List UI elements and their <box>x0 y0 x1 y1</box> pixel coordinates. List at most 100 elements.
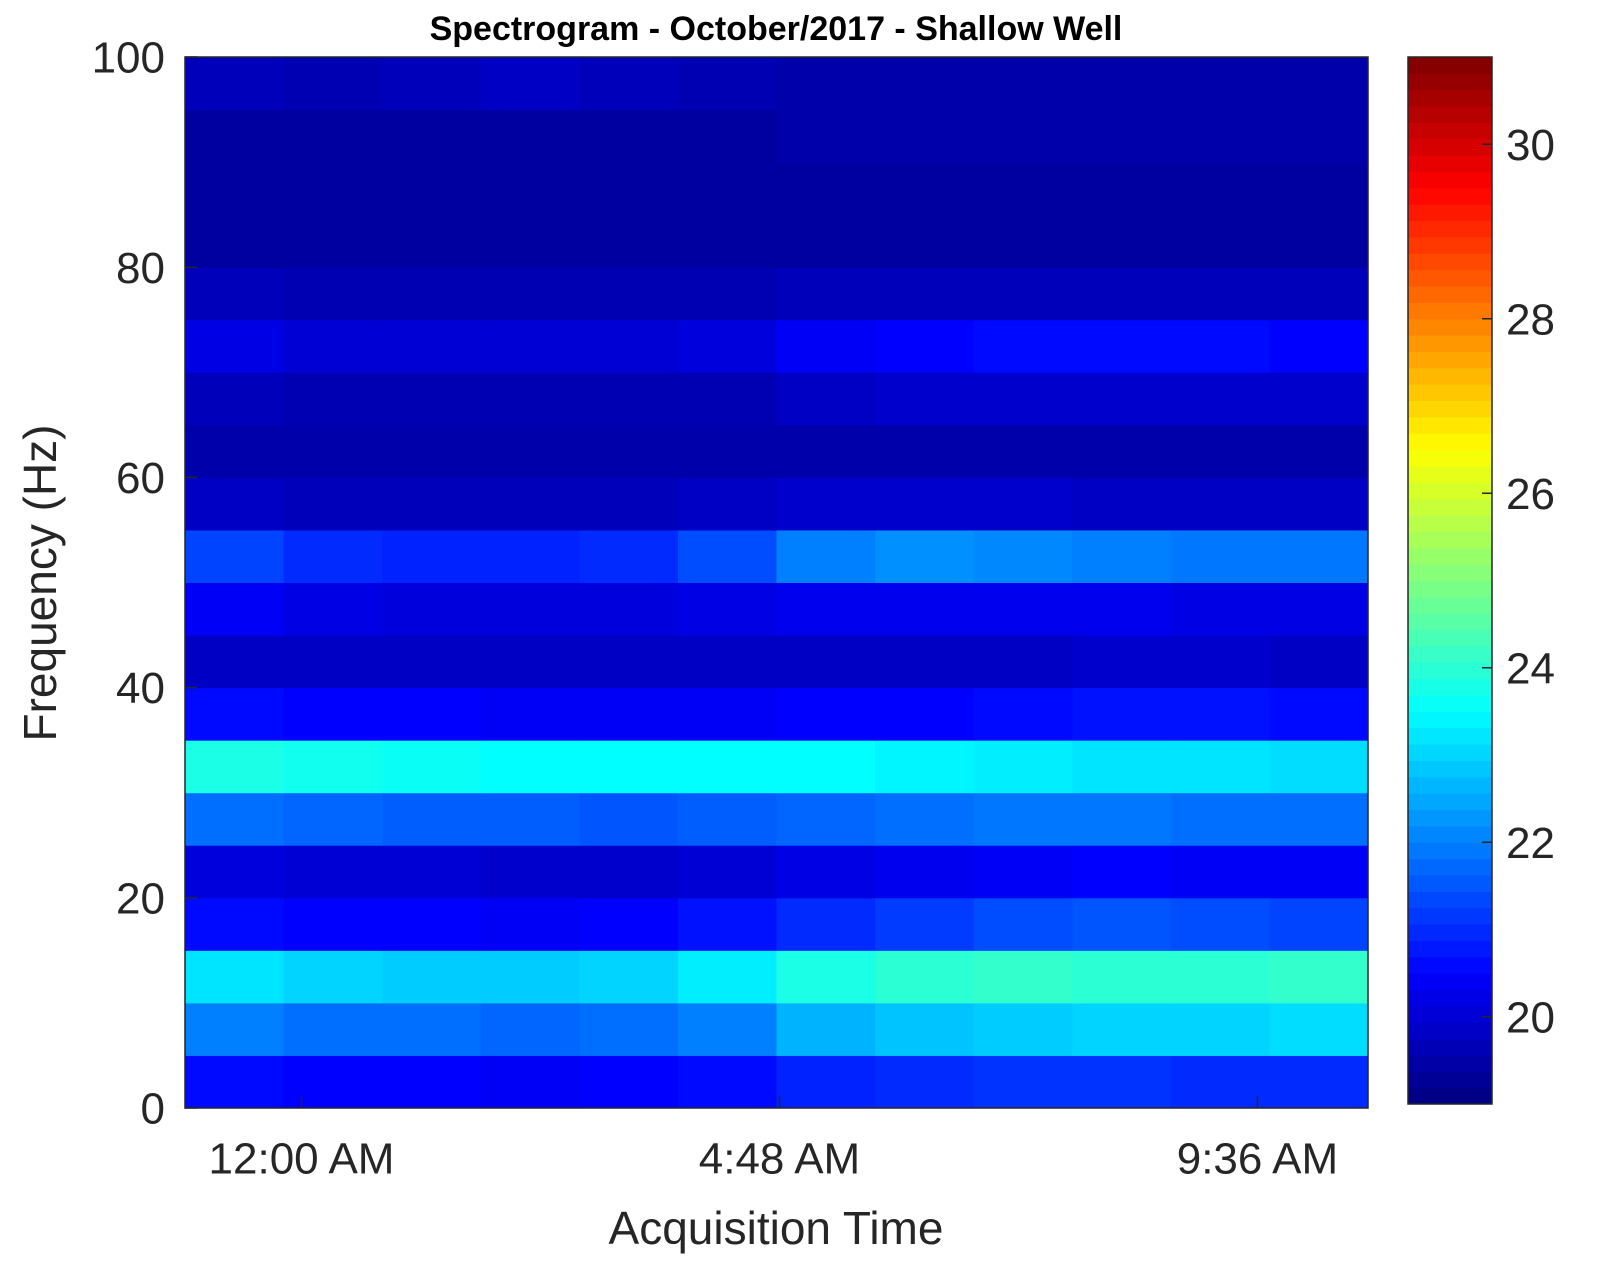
heatmap-cell <box>283 267 383 321</box>
heatmap-cell <box>382 740 482 794</box>
x-tick-label: 9:36 AM <box>1177 1135 1338 1184</box>
heatmap-cell <box>677 267 777 321</box>
heatmap-cell <box>677 897 777 951</box>
heatmap-cell <box>677 740 777 794</box>
heatmap-cell <box>283 1055 383 1109</box>
heatmap-cell <box>185 635 285 689</box>
colorbar-band <box>1408 1071 1492 1089</box>
colorbar-band <box>1408 580 1492 598</box>
heatmap-cell <box>283 582 383 636</box>
colorbar-band <box>1408 384 1492 402</box>
heatmap-cell <box>1072 214 1172 268</box>
colorbar-band <box>1408 220 1492 238</box>
heatmap-cell <box>1170 57 1270 111</box>
heatmap-cell <box>677 424 777 478</box>
colorbar-band <box>1408 236 1492 254</box>
heatmap-cell <box>973 267 1073 321</box>
heatmap-cell <box>185 897 285 951</box>
heatmap-cell <box>875 267 975 321</box>
heatmap-cell <box>382 792 482 846</box>
colorbar-band <box>1408 318 1492 336</box>
heatmap-cell <box>973 950 1073 1004</box>
heatmap-cell <box>973 162 1073 216</box>
heatmap-cell <box>875 319 975 373</box>
colorbar-band <box>1408 106 1492 123</box>
heatmap-cell <box>875 372 975 426</box>
heatmap-cell <box>283 162 383 216</box>
heatmap-cell <box>1269 267 1369 321</box>
heatmap-cell <box>875 950 975 1004</box>
heatmap-cell <box>579 897 679 951</box>
heatmap-cell <box>1072 687 1172 741</box>
colorbar-band <box>1408 482 1492 500</box>
heatmap-cell <box>973 582 1073 636</box>
heatmap-cell <box>283 687 383 741</box>
colorbar-band <box>1408 335 1492 352</box>
heatmap-cell <box>776 109 876 163</box>
heatmap-cell <box>185 214 285 268</box>
heatmap-cell <box>283 57 383 111</box>
heatmap-cell <box>1269 1055 1369 1109</box>
heatmap-cell <box>973 319 1073 373</box>
heatmap-cell <box>973 424 1073 478</box>
colorbar-band <box>1408 744 1492 761</box>
heatmap-cell <box>776 57 876 111</box>
heatmap-cell <box>382 477 482 531</box>
colorbar-tick-label: 26 <box>1506 470 1555 519</box>
heatmap-cell <box>1170 1002 1270 1056</box>
x-tick-label: 12:00 AM <box>209 1135 395 1184</box>
heatmap-cell <box>677 845 777 899</box>
heatmap-cell <box>677 319 777 373</box>
heatmap-cell <box>480 529 580 583</box>
colorbar-band <box>1408 400 1492 418</box>
heatmap-cell <box>776 319 876 373</box>
heatmap-cell <box>776 740 876 794</box>
colorbar-band <box>1408 874 1492 892</box>
heatmap-cell <box>283 214 383 268</box>
heatmap-cell <box>382 950 482 1004</box>
heatmap-cell <box>776 214 876 268</box>
heatmap-cell <box>283 740 383 794</box>
colorbar-band <box>1408 351 1492 369</box>
heatmap-cell <box>776 529 876 583</box>
heatmap-cell <box>1072 792 1172 846</box>
colorbar-band <box>1408 531 1492 549</box>
heatmap-cell <box>875 214 975 268</box>
heatmap-cell <box>875 635 975 689</box>
heatmap-cell <box>1269 424 1369 478</box>
heatmap-cell <box>480 845 580 899</box>
heatmap-cell <box>480 109 580 163</box>
colorbar-band <box>1408 858 1492 876</box>
colorbar-band <box>1408 695 1492 712</box>
heatmap-cell <box>579 267 679 321</box>
heatmap-cell <box>185 109 285 163</box>
heatmap-cell <box>382 214 482 268</box>
heatmap-cell <box>1072 740 1172 794</box>
heatmap-cell <box>579 582 679 636</box>
heatmap-cell <box>1269 57 1369 111</box>
colorbar-band <box>1408 629 1492 647</box>
heatmap-cell <box>480 424 580 478</box>
heatmap-cell <box>480 635 580 689</box>
colorbar-band <box>1408 776 1492 794</box>
heatmap-cell <box>579 372 679 426</box>
heatmap-cell <box>1072 162 1172 216</box>
colorbar-band <box>1408 907 1492 925</box>
heatmap-cell <box>776 845 876 899</box>
heatmap-cell <box>776 1055 876 1109</box>
heatmap-cell <box>1072 635 1172 689</box>
heatmap-cell <box>973 1055 1073 1109</box>
heatmap-cell <box>480 267 580 321</box>
heatmap-cell <box>382 529 482 583</box>
colorbar-band <box>1408 711 1492 729</box>
heatmap-cell <box>579 740 679 794</box>
heatmap-cell <box>973 845 1073 899</box>
heatmap-cell <box>480 740 580 794</box>
heatmap-cell <box>382 845 482 899</box>
heatmap-cell <box>1269 372 1369 426</box>
colorbar-band <box>1408 989 1492 1007</box>
heatmap-cell <box>875 109 975 163</box>
heatmap-cell <box>875 897 975 951</box>
colorbar-band <box>1408 662 1492 680</box>
heatmap-cell <box>875 477 975 531</box>
